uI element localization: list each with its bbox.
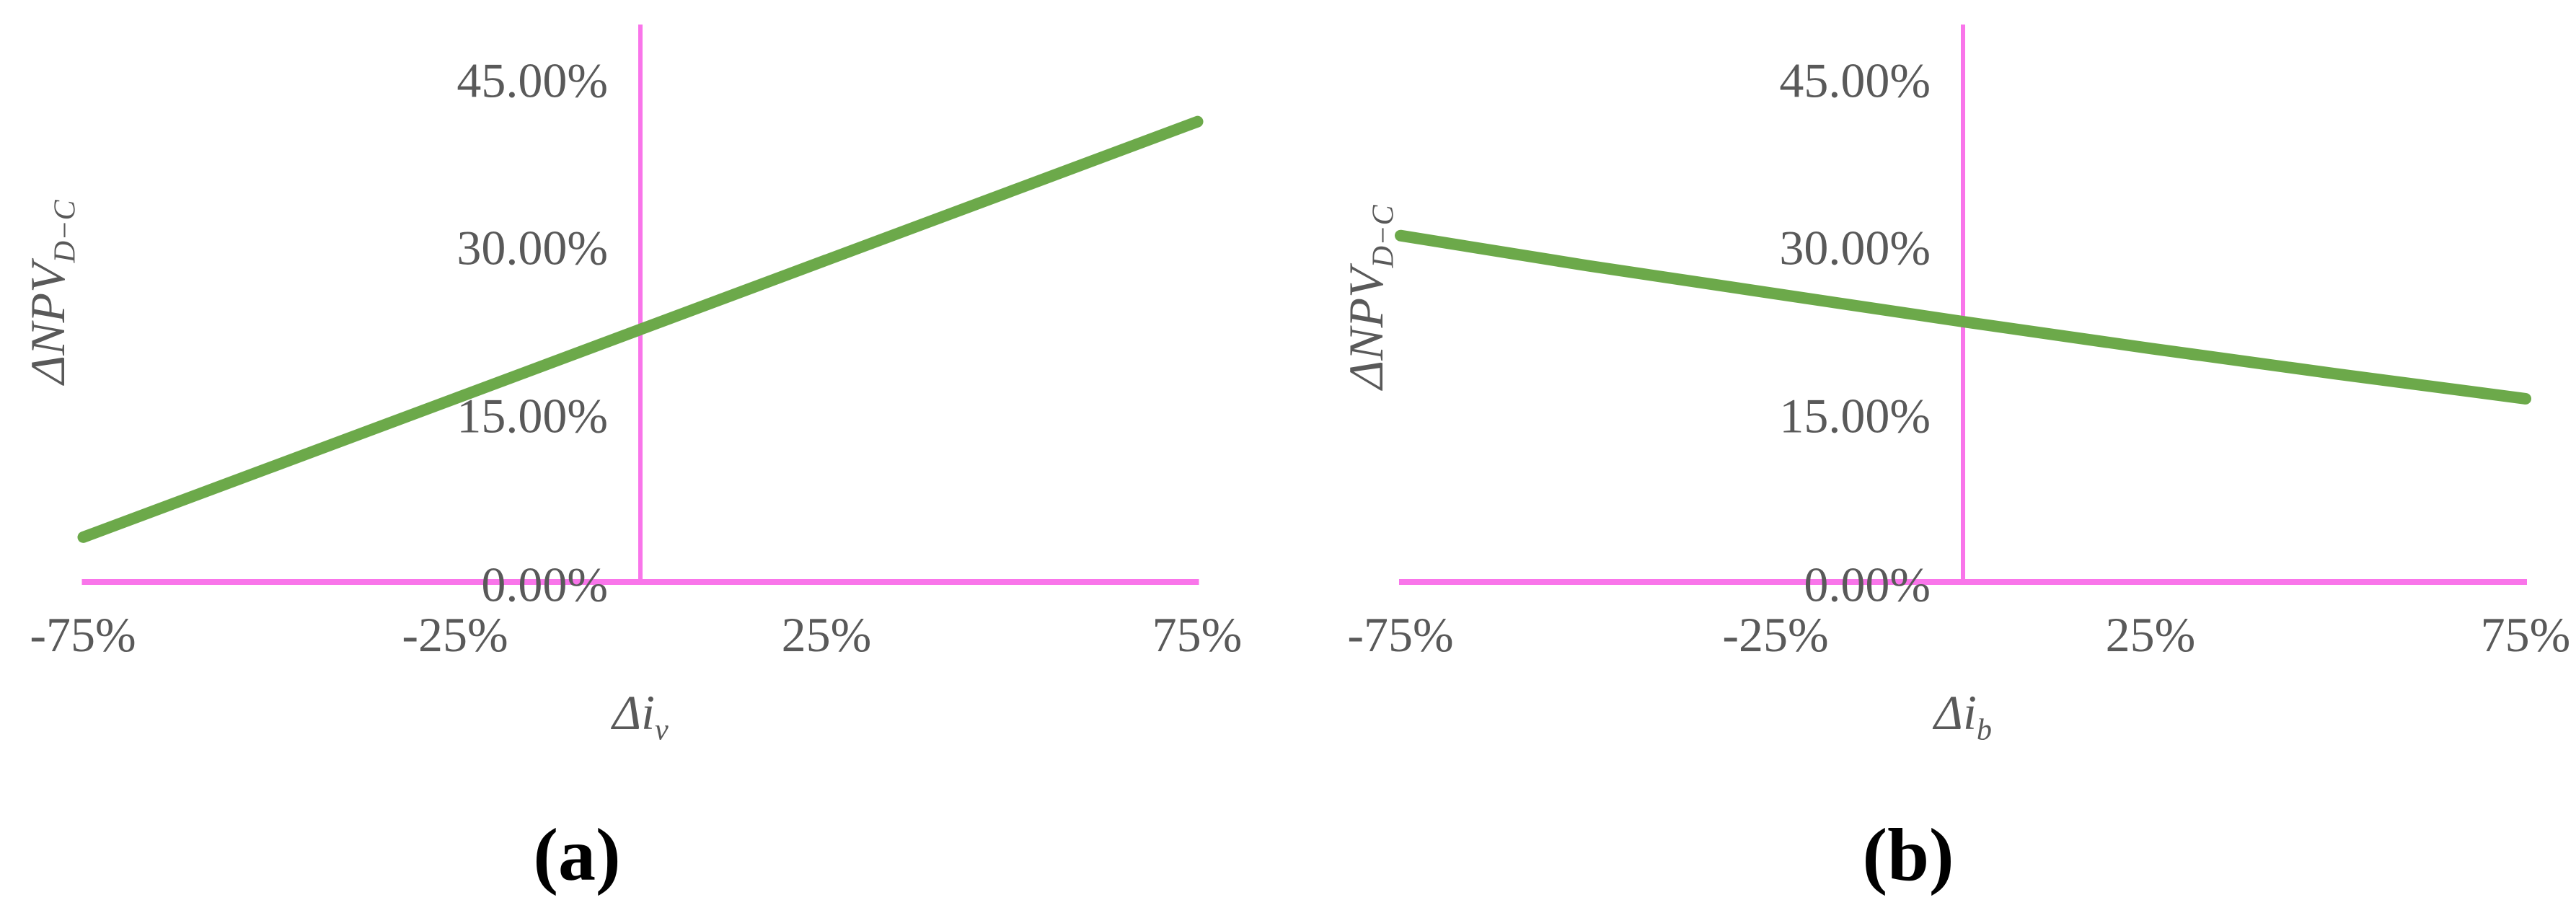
x-tick-label: 75% <box>2480 607 2571 662</box>
y-tick-label: 15.00% <box>1779 388 1931 444</box>
x-axis-title-base: Δi <box>1934 685 1977 740</box>
y-tick-label: 45.00% <box>1779 53 1931 108</box>
panel-caption-b: (b) <box>1862 813 1954 896</box>
chart-panel-a: 0.00% 15.00% 30.00% 45.00% -75% -25% 25%… <box>20 25 1243 896</box>
x-tick-label: 75% <box>1152 607 1243 662</box>
y-tick-label: 15.00% <box>456 388 608 444</box>
chart-panel-b: 0.00% 15.00% 30.00% 45.00% -75% -25% 25%… <box>1288 0 2576 900</box>
x-tick-label: -75% <box>30 607 136 662</box>
x-tick-label: -75% <box>1347 607 1454 662</box>
x-tick-label: 25% <box>781 607 872 662</box>
x-axis-title: Δiv <box>612 685 669 745</box>
y-tick-label: 45.00% <box>456 53 608 108</box>
x-axis-title-subscript: v <box>655 712 669 747</box>
x-tick-label: 25% <box>2105 607 2196 662</box>
x-tick-label: -25% <box>402 607 508 662</box>
x-tick-label: -25% <box>1722 607 1829 662</box>
y-axis-title: ΔNPVD−C <box>20 200 82 384</box>
y-axis-title-subscript: D−C <box>1366 205 1401 268</box>
y-tick-label: 30.00% <box>1779 220 1931 275</box>
x-axis-title-base: Δi <box>612 685 656 740</box>
y-tick-label: 30.00% <box>456 220 608 275</box>
x-axis-title-subscript: b <box>1976 712 1992 747</box>
panel-caption-a: (a) <box>533 813 621 896</box>
line-chart-a <box>77 25 1204 585</box>
y-tick-label: 0.00% <box>1804 557 1931 612</box>
line-chart-b <box>1395 25 2531 585</box>
x-axis-title: Δib <box>1934 685 1992 745</box>
y-axis-title-base: ΔNPV <box>1338 268 1393 389</box>
y-tick-label: 0.00% <box>481 557 608 612</box>
y-axis-title: ΔNPVD−C <box>1338 205 1401 389</box>
y-axis-title-subscript: D−C <box>48 200 82 263</box>
y-axis-title-base: ΔNPV <box>20 262 75 384</box>
